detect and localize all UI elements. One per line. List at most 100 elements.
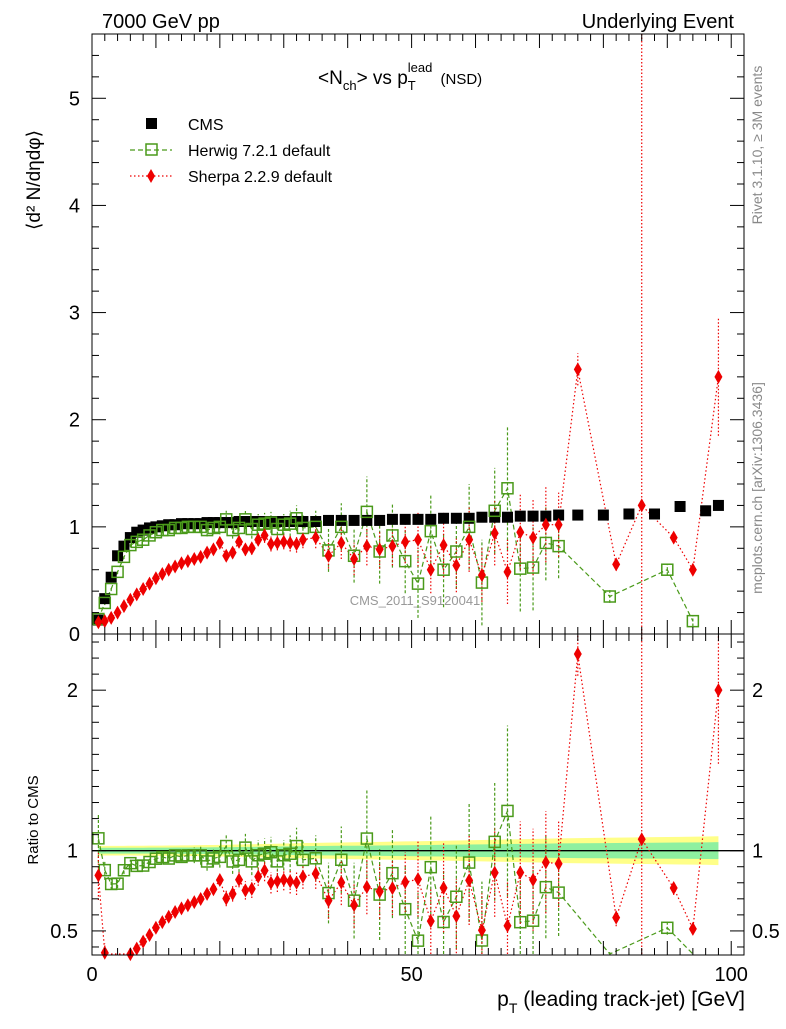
herwig-ratio-point [168, 849, 182, 862]
sherpa-ratio-point [139, 934, 148, 949]
cms-point [252, 516, 264, 527]
title-sub-T: T [408, 78, 416, 93]
ratio-tick-label-left: 2 [67, 680, 78, 702]
herwig-ratio-point [149, 852, 163, 865]
sherpa-point [286, 535, 295, 550]
ratio-plot: 0.5 0.5 1 1 2 2 [50, 633, 780, 962]
x-tick-label: 0 [86, 964, 97, 986]
cms-point [335, 514, 347, 526]
sherpa-point [516, 525, 525, 540]
herwig-ratio-point [258, 847, 271, 860]
sherpa-ratio-point [273, 874, 282, 889]
cms-point [239, 516, 251, 527]
herwig-ratio-point [462, 856, 476, 869]
sherpa-point [688, 562, 697, 577]
sherpa-point [209, 542, 218, 557]
cms-point [374, 514, 386, 526]
sherpa-ratio-point [554, 856, 563, 871]
herwig-point [264, 516, 278, 529]
sherpa-point [279, 534, 288, 549]
cms-point [597, 509, 609, 521]
sherpa-ratio-point [228, 886, 237, 901]
sherpa-ratio-point [145, 927, 154, 942]
xlabel-rest: (leading track-jet) [GeV] [517, 988, 745, 1011]
sherpa-point [94, 615, 103, 630]
sherpa-ratio-point [241, 883, 250, 898]
y-tick-label: 1 [69, 517, 80, 539]
ratio-axis-label: Ratio to CMS [25, 775, 42, 864]
herwig-point [398, 554, 412, 568]
sherpa-point [477, 568, 486, 583]
herwig-point [526, 561, 540, 574]
herwig-point [104, 582, 118, 596]
sherpa-ratio-point [516, 865, 525, 880]
sherpa-ratio-point [714, 683, 723, 698]
cms-point [118, 540, 130, 552]
rivet-label: Rivet 3.1.10, ≥ 3M events [749, 66, 765, 225]
sherpa-ratio-point [266, 875, 275, 890]
sherpa-ratio-point [215, 872, 224, 887]
herwig-point [168, 521, 182, 535]
x-axis-label: pT (leading track-jet) [GeV] [497, 988, 745, 1016]
herwig-point [200, 523, 214, 537]
herwig-ratio-point [309, 852, 322, 865]
sherpa-point [426, 562, 435, 577]
sherpa-point [439, 538, 448, 553]
herwig-ratio-point [226, 855, 239, 868]
herwig-point [194, 520, 207, 534]
herwig-ratio-point [424, 860, 438, 874]
herwig-ratio-point [104, 877, 118, 891]
xlabel-p: p [497, 988, 509, 1011]
herwig-point [411, 577, 425, 590]
herwig-ratio-point [437, 915, 450, 929]
herwig-ratio-point [277, 849, 291, 862]
cms-point [233, 516, 245, 527]
sherpa-point [292, 537, 301, 551]
herwig-point [207, 521, 220, 535]
sherpa-ratio-point [465, 873, 474, 888]
sherpa-point [126, 592, 135, 607]
cms-point [124, 532, 136, 544]
sherpa-point [337, 535, 346, 550]
sherpa-point [132, 587, 141, 602]
watermark: CMS_2011_S9120041 [350, 593, 481, 608]
herwig-ratio-point [514, 915, 527, 929]
cms-point [271, 516, 283, 527]
herwig-point [175, 521, 188, 535]
herwig-point [603, 590, 617, 603]
sherpa-point [388, 539, 397, 554]
cms-point [220, 517, 232, 529]
legend-sherpa-label: Sherpa 2.2.9 default [188, 169, 333, 186]
herwig-point [156, 523, 169, 537]
sherpa-ratio-point [222, 891, 231, 906]
sherpa-ratio-point [669, 880, 678, 895]
herwig-point [462, 520, 476, 534]
sherpa-point [541, 517, 550, 532]
y-axis-label: ⟨d² N/dηdφ⟩ [24, 130, 45, 230]
herwig-point [271, 522, 284, 536]
sherpa-ratio-point [529, 872, 538, 887]
sherpa-ratio-point [637, 832, 646, 847]
sherpa-ratio-point [177, 901, 186, 916]
herwig-point [539, 536, 553, 550]
herwig-point [232, 521, 246, 535]
sherpa-point [401, 534, 410, 549]
cms-point [674, 501, 686, 512]
cms-point [412, 513, 424, 525]
sherpa-ratio-point [151, 920, 160, 935]
cms-point [99, 593, 111, 605]
sherpa-ratio-point [132, 941, 141, 956]
herwig-point [213, 520, 227, 534]
herwig-point [245, 522, 259, 536]
sherpa-ratio-point [612, 910, 621, 925]
cms-point [105, 571, 117, 583]
sherpa-ratio-point [573, 647, 582, 662]
herwig-point [149, 525, 163, 539]
herwig-ratio-point [264, 845, 278, 859]
herwig-ratio-point [251, 849, 265, 862]
y-tick-label: 4 [69, 195, 80, 217]
cms-point [131, 526, 143, 538]
sherpa-point [350, 552, 359, 566]
cms-point [278, 516, 290, 527]
sherpa-point [235, 534, 244, 549]
